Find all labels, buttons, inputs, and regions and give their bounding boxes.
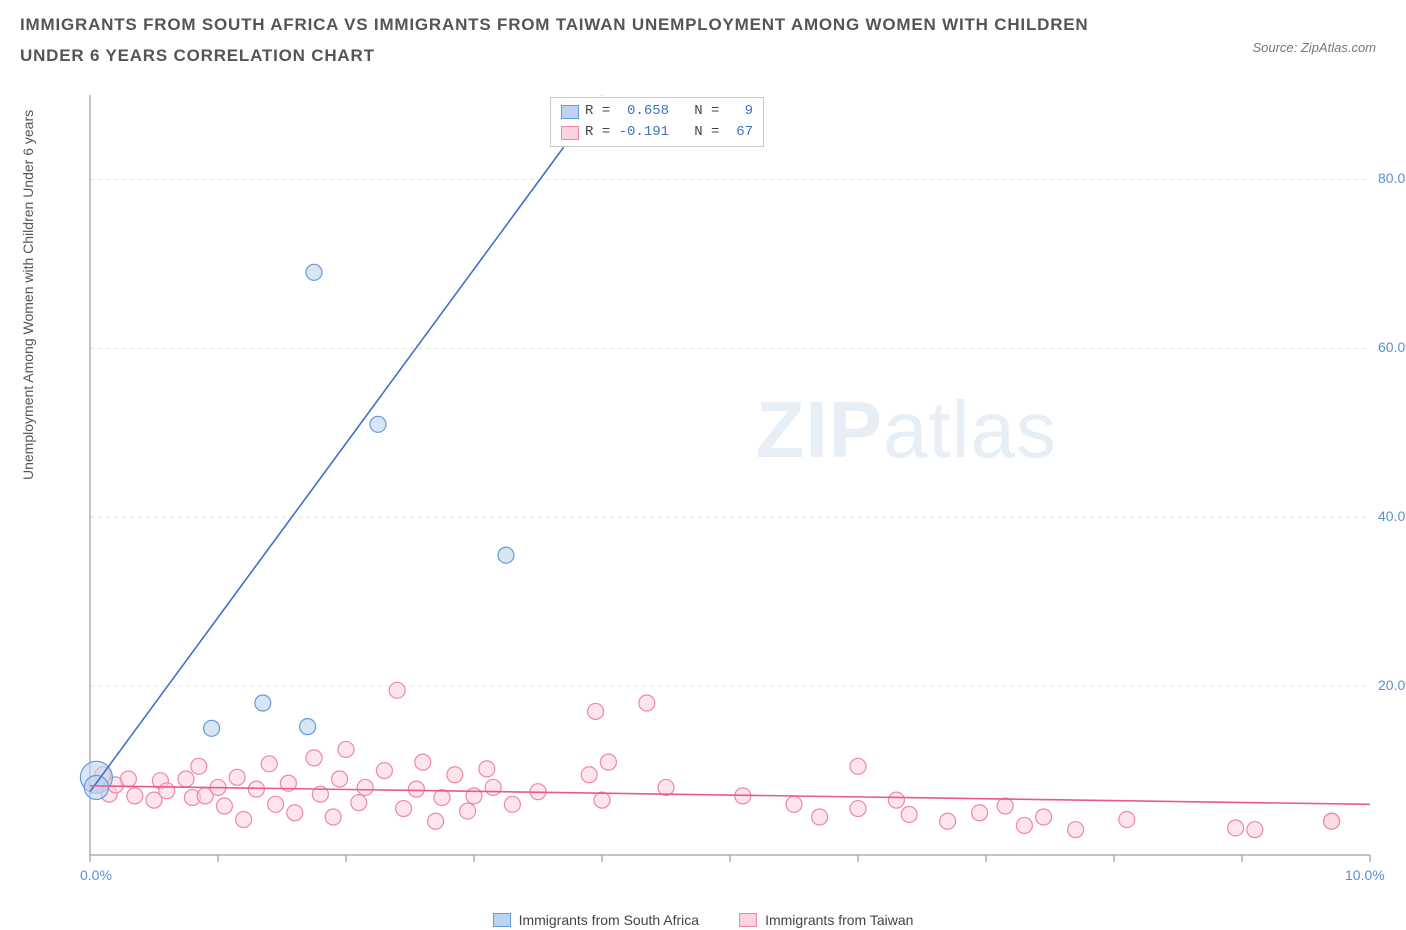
series-legend: Immigrants from South Africa Immigrants … (0, 912, 1406, 928)
x-tick-label: 0.0% (80, 867, 112, 883)
legend-item-taiwan: Immigrants from Taiwan (739, 912, 913, 928)
legend-swatch-icon (493, 913, 511, 927)
scatter-chart-svg (70, 95, 1380, 885)
chart-title: IMMIGRANTS FROM SOUTH AFRICA VS IMMIGRAN… (20, 10, 1120, 71)
y-tick-label: 40.0% (1378, 508, 1406, 524)
source-attribution: Source: ZipAtlas.com (1252, 40, 1376, 55)
x-tick-label: 10.0% (1345, 867, 1385, 883)
legend-label: Immigrants from Taiwan (765, 912, 913, 928)
chart-area: ZIPatlas R = 0.658 N = 9R = -0.191 N = 6… (70, 95, 1380, 885)
y-tick-label: 20.0% (1378, 677, 1406, 693)
y-axis-label: Unemployment Among Women with Children U… (20, 110, 36, 480)
legend-swatch-icon (739, 913, 757, 927)
correlation-stats-box: R = 0.658 N = 9R = -0.191 N = 67 (550, 97, 764, 147)
legend-item-south-africa: Immigrants from South Africa (493, 912, 700, 928)
y-tick-label: 80.0% (1378, 170, 1406, 186)
legend-label: Immigrants from South Africa (519, 912, 700, 928)
y-tick-label: 60.0% (1378, 339, 1406, 355)
